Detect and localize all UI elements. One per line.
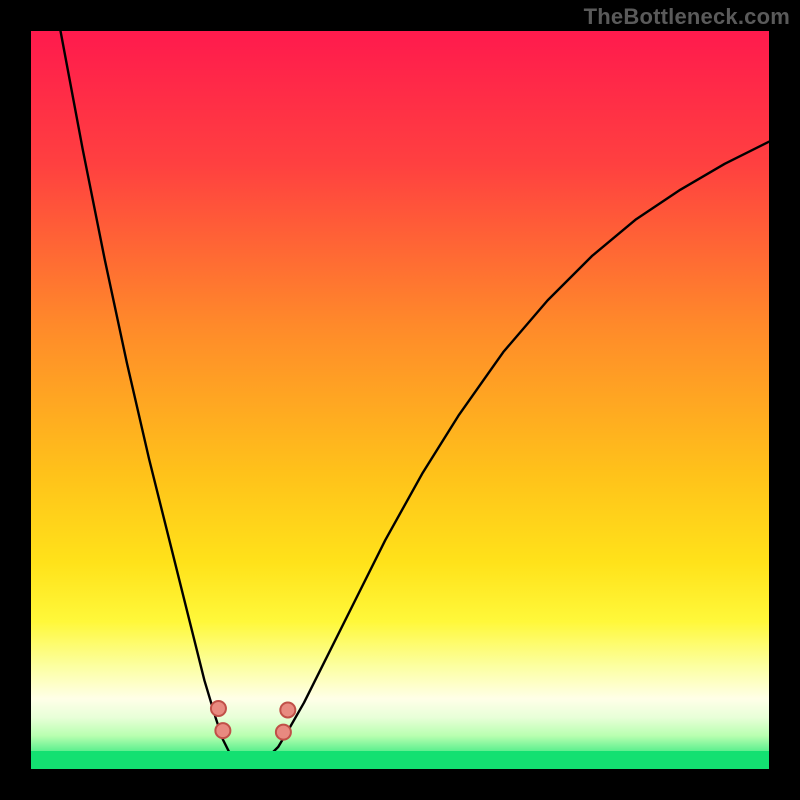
green-band bbox=[31, 751, 769, 769]
watermark-text: TheBottleneck.com bbox=[584, 4, 790, 30]
plot-gradient-background bbox=[31, 31, 769, 769]
page-root: TheBottleneck.com bbox=[0, 0, 800, 800]
plot-frame bbox=[31, 31, 769, 769]
